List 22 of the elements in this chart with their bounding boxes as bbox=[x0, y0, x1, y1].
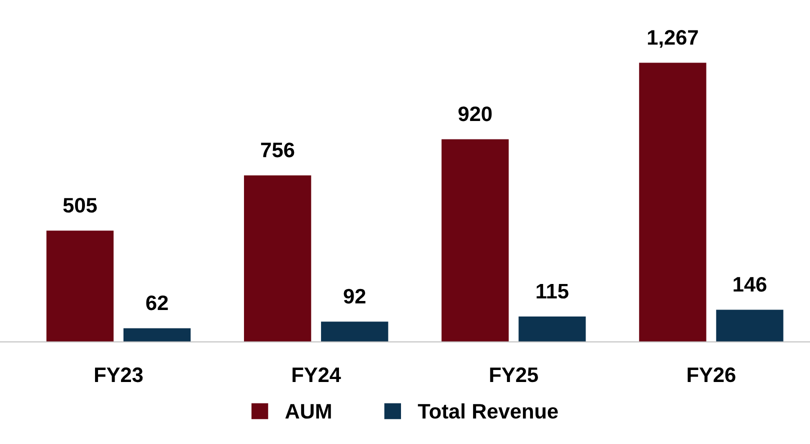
data-label: 62 bbox=[146, 295, 168, 310]
x-tick-label: FY24 bbox=[292, 367, 341, 382]
legend-label: Total Revenue bbox=[418, 403, 558, 419]
data-label: 115 bbox=[536, 284, 568, 299]
bar bbox=[123, 328, 191, 342]
x-tick-label: FY25 bbox=[490, 367, 538, 382]
x-tick-label: FY23 bbox=[95, 367, 143, 382]
data-label: 505 bbox=[63, 198, 97, 213]
data-label: 146 bbox=[734, 276, 766, 292]
bar bbox=[244, 175, 312, 342]
bar bbox=[639, 62, 706, 342]
data-label: 92 bbox=[344, 288, 366, 304]
bar bbox=[442, 139, 509, 342]
bar bbox=[321, 322, 388, 342]
data-label: 1,267 bbox=[648, 30, 698, 48]
legend-label: AUM bbox=[285, 404, 331, 419]
data-label: 920 bbox=[458, 106, 492, 122]
bar bbox=[518, 316, 586, 342]
x-tick-label: FY26 bbox=[688, 367, 736, 382]
bar bbox=[46, 230, 114, 342]
bar bbox=[716, 310, 784, 342]
data-label: 756 bbox=[261, 142, 294, 158]
